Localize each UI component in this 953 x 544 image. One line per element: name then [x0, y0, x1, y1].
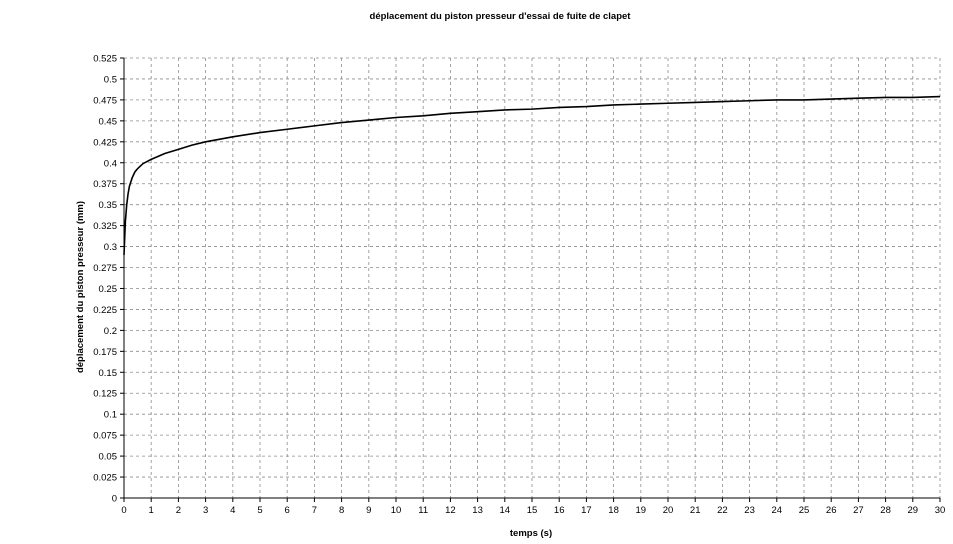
x-tick-label: 25 — [799, 505, 810, 516]
x-tick-label: 19 — [636, 505, 647, 516]
x-tick-label: 15 — [527, 505, 538, 516]
y-tick-label: 0.4 — [104, 158, 117, 169]
y-axis-label: déplacement du piston presseur (mm) — [75, 201, 86, 373]
x-tick-label: 28 — [880, 505, 891, 516]
y-tick-label: 0.075 — [93, 431, 117, 442]
x-axis-label: temps (s) — [510, 528, 552, 539]
x-tick-label: 9 — [366, 505, 371, 516]
y-tick-label: 0.2 — [104, 326, 117, 337]
y-tick-label: 0 — [112, 494, 117, 505]
x-tick-label: 13 — [472, 505, 483, 516]
y-tick-label: 0.1 — [104, 410, 117, 421]
series-layer — [123, 95, 941, 255]
x-tick-label: 21 — [690, 505, 701, 516]
y-tick-label: 0.425 — [93, 137, 117, 148]
x-tick-label: 16 — [554, 505, 565, 516]
y-tick-label: 0.5 — [104, 74, 117, 85]
tick-labels: 0 0.025 0.05 0.075 0.1 0.125 0.15 0.175 0.2 0.225… — [93, 54, 945, 517]
x-tick-label: 11 — [418, 505, 428, 516]
x-tick-label: 29 — [908, 505, 919, 516]
x-tick-label: 10 — [391, 505, 402, 516]
x-tick-label: 17 — [581, 505, 592, 516]
x-tick-label: 24 — [772, 505, 783, 516]
y-tick-label: 0.025 — [93, 473, 117, 484]
y-tick-label: 0.25 — [99, 284, 118, 295]
y-tick-label: 0.225 — [93, 305, 117, 316]
x-tick-label: 7 — [312, 505, 317, 516]
x-tick-label: 5 — [257, 505, 262, 516]
y-tick-label: 0.175 — [93, 347, 117, 358]
y-tick-label: 0.3 — [104, 242, 117, 253]
x-tick-label: 14 — [500, 505, 511, 516]
y-tick-label: 0.325 — [93, 221, 117, 232]
chart-title: déplacement du piston presseur d'essai d… — [370, 11, 632, 22]
x-tick-label: 1 — [149, 505, 154, 516]
series-line — [123, 95, 941, 255]
y-tick-label: 0.375 — [93, 179, 117, 190]
y-tick-label: 0.05 — [99, 452, 118, 463]
y-tick-label: 0.15 — [99, 368, 118, 379]
x-tick-label: 6 — [285, 505, 290, 516]
x-tick-label: 12 — [445, 505, 456, 516]
axes — [120, 57, 941, 502]
x-tick-label: 23 — [744, 505, 755, 516]
x-tick-label: 2 — [176, 505, 181, 516]
x-tick-label: 27 — [853, 505, 864, 516]
x-tick-label: 20 — [663, 505, 674, 516]
x-tick-label: 3 — [203, 505, 208, 516]
x-tick-label: 30 — [935, 505, 946, 516]
y-tick-label: 0.275 — [93, 263, 117, 274]
y-tick-label: 0.45 — [99, 116, 118, 127]
x-tick-label: 18 — [608, 505, 619, 516]
y-tick-label: 0.525 — [93, 54, 117, 65]
x-tick-label: 22 — [717, 505, 728, 516]
x-tick-label: 0 — [121, 505, 126, 516]
y-tick-label: 0.475 — [93, 95, 117, 106]
x-tick-label: 8 — [339, 505, 344, 516]
x-tick-label: 4 — [230, 505, 235, 516]
y-tick-label: 0.35 — [99, 200, 118, 211]
x-tick-label: 26 — [826, 505, 837, 516]
y-tick-label: 0.125 — [93, 389, 117, 400]
